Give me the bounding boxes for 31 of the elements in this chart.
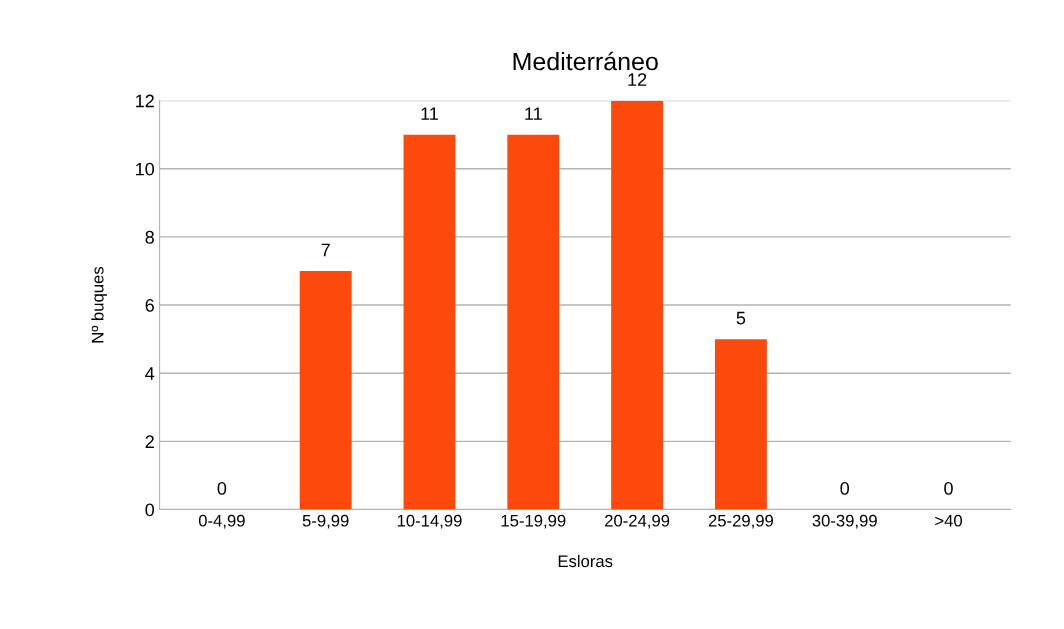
x-axis-title: Esloras bbox=[558, 554, 613, 568]
y-tick-label: 8 bbox=[145, 230, 154, 244]
y-tick-label: 12 bbox=[136, 94, 154, 108]
chart-title: Mediterráneo bbox=[513, 51, 658, 71]
data-label: 12 bbox=[628, 73, 647, 86]
x-tick-label: 10-14,99 bbox=[397, 514, 462, 529]
y-tick-label: 6 bbox=[145, 299, 154, 312]
data-label: 0 bbox=[217, 482, 227, 495]
y-tick-label: 10 bbox=[136, 162, 155, 176]
bar bbox=[507, 134, 560, 510]
y-tick-label: 4 bbox=[145, 367, 155, 380]
y-axis-title: Nº buques bbox=[91, 266, 107, 343]
y-tick-label: 0 bbox=[145, 503, 155, 517]
data-label: 7 bbox=[321, 243, 330, 257]
y-tick-label: 2 bbox=[145, 435, 154, 448]
data-label: 0 bbox=[840, 482, 850, 495]
bar bbox=[403, 134, 456, 510]
data-label: 11 bbox=[525, 107, 542, 120]
data-label: 5 bbox=[736, 311, 746, 325]
data-label: 0 bbox=[944, 482, 953, 495]
x-tick-label: 0-4,99 bbox=[198, 514, 245, 529]
x-tick-label: 5-9,99 bbox=[302, 514, 349, 529]
bar bbox=[299, 270, 352, 510]
bar bbox=[611, 100, 664, 510]
data-label: 11 bbox=[421, 107, 438, 120]
x-tick-label: 25-29,99 bbox=[708, 514, 774, 529]
x-tick-label: >40 bbox=[935, 514, 962, 527]
x-tick-label: 20-24,99 bbox=[605, 514, 670, 529]
x-tick-label: 15-19,99 bbox=[501, 514, 566, 529]
bar bbox=[714, 339, 767, 510]
x-tick-label: 30-39,99 bbox=[812, 514, 877, 529]
